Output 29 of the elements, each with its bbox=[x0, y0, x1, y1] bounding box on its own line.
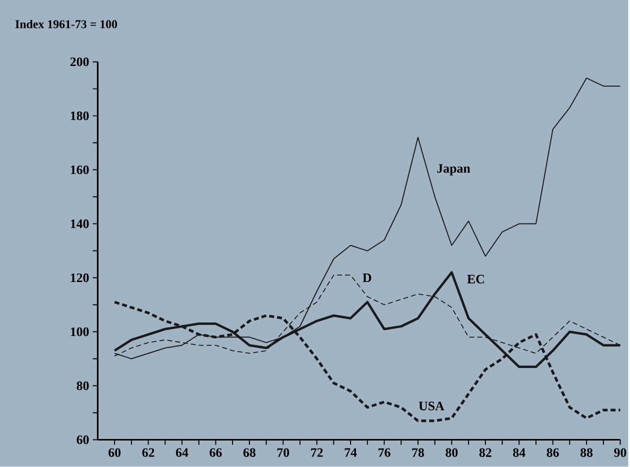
x-tick-label: 72 bbox=[311, 448, 323, 457]
series-label: USA bbox=[418, 402, 444, 410]
x-tick-label: 64 bbox=[176, 448, 188, 458]
x-tick-label: 60 bbox=[108, 448, 121, 458]
series-label: EC bbox=[467, 274, 484, 284]
y-tick-label: 140 bbox=[70, 220, 89, 228]
series-label: Japan bbox=[437, 164, 470, 176]
x-tick-label: 88 bbox=[580, 448, 593, 458]
series-label: D bbox=[362, 274, 372, 282]
x-tick-label: 86 bbox=[546, 448, 559, 458]
y-tick-label: 120 bbox=[70, 274, 89, 282]
x-tick-label: 82 bbox=[479, 448, 492, 458]
y-tick-label: 100 bbox=[70, 328, 89, 336]
x-tick-label: 76 bbox=[378, 448, 390, 458]
x-tick-label: 68 bbox=[243, 448, 256, 458]
x-tick-label: 70 bbox=[277, 448, 290, 458]
y-tick-label: 80 bbox=[76, 382, 89, 390]
x-tick-label: 84 bbox=[513, 448, 526, 458]
x-tick-label: 74 bbox=[344, 448, 357, 457]
y-tick-label: 160 bbox=[70, 166, 89, 174]
y-tick-label: 60 bbox=[76, 436, 89, 444]
y-tick-label: 180 bbox=[70, 112, 89, 120]
x-tick-label: 78 bbox=[412, 448, 424, 458]
y-axis-title: Index 1961-73 = 100 bbox=[15, 20, 118, 28]
x-tick-label: 90 bbox=[614, 448, 626, 458]
x-tick-label: 80 bbox=[446, 448, 458, 458]
x-tick-label: 66 bbox=[210, 448, 222, 458]
y-tick-label: 200 bbox=[70, 58, 89, 66]
x-tick-label: 62 bbox=[142, 448, 154, 458]
